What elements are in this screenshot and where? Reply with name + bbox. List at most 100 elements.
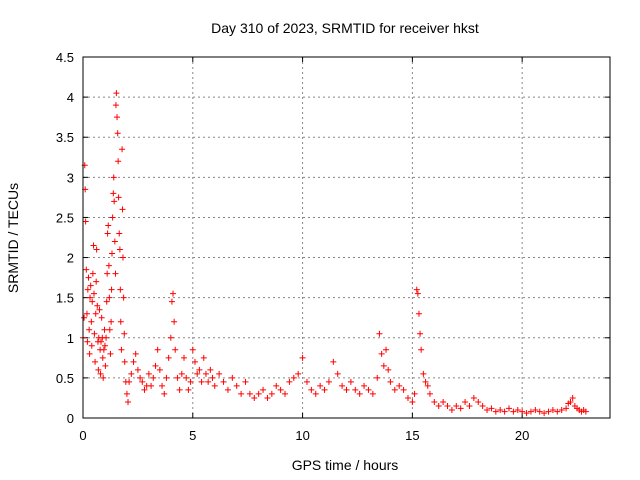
data-point	[117, 286, 124, 293]
data-point	[130, 358, 137, 365]
data-point	[103, 298, 110, 305]
data-point	[88, 318, 95, 325]
data-point	[356, 390, 363, 397]
data-point	[532, 406, 539, 413]
data-point	[440, 398, 447, 405]
data-point	[92, 358, 99, 365]
data-point	[139, 378, 146, 385]
data-point	[187, 378, 194, 385]
data-point	[444, 402, 451, 409]
data-point	[369, 390, 376, 397]
data-point	[510, 408, 517, 415]
data-point	[196, 366, 203, 373]
data-point	[277, 386, 284, 393]
data-point	[88, 342, 95, 349]
data-point	[343, 386, 350, 393]
data-point	[116, 230, 123, 237]
data-point	[171, 318, 178, 325]
data-point	[220, 378, 227, 385]
data-point	[563, 405, 570, 412]
data-point	[114, 130, 121, 137]
data-point	[120, 294, 127, 301]
data-point	[290, 374, 297, 381]
data-point	[200, 354, 207, 361]
data-point	[242, 378, 249, 385]
data-point	[361, 382, 368, 389]
data-point	[505, 405, 512, 412]
data-point	[98, 314, 105, 321]
data-point	[273, 382, 280, 389]
data-point	[91, 330, 98, 337]
data-point	[152, 362, 159, 369]
y-tick-label: 4.5	[56, 50, 74, 65]
data-point	[545, 408, 552, 415]
data-point	[86, 350, 93, 357]
data-point	[282, 390, 289, 397]
data-point	[98, 338, 105, 345]
data-point	[453, 402, 460, 409]
data-point	[110, 174, 117, 181]
data-point	[123, 390, 130, 397]
data-point	[137, 374, 144, 381]
data-point	[95, 366, 102, 373]
data-point	[141, 386, 148, 393]
data-point	[216, 370, 223, 377]
data-point	[295, 370, 302, 377]
data-point	[385, 366, 392, 373]
data-point	[93, 246, 100, 253]
data-point	[411, 390, 418, 397]
data-point	[238, 390, 245, 397]
data-point	[554, 408, 561, 415]
data-point	[558, 406, 565, 413]
data-point	[106, 294, 113, 301]
data-point	[479, 402, 486, 409]
data-point	[87, 294, 94, 301]
data-point	[383, 346, 390, 353]
data-point	[448, 406, 455, 413]
data-point	[132, 350, 139, 357]
data-point	[84, 286, 91, 293]
data-point	[224, 386, 231, 393]
data-point	[488, 405, 495, 412]
data-point	[108, 286, 115, 293]
y-tick-label: 2.5	[56, 210, 74, 225]
data-point	[83, 310, 90, 317]
data-point	[119, 254, 126, 261]
data-point	[470, 394, 477, 401]
data-point	[103, 334, 110, 341]
data-point	[420, 370, 427, 377]
data-point	[119, 146, 126, 153]
data-point	[413, 286, 420, 293]
data-point	[409, 398, 416, 405]
data-point	[391, 386, 398, 393]
data-point	[148, 382, 155, 389]
data-point	[85, 274, 92, 281]
data-point	[569, 394, 576, 401]
data-point	[126, 378, 133, 385]
data-point	[514, 406, 521, 413]
data-point	[264, 394, 271, 401]
data-point	[105, 222, 112, 229]
data-point	[205, 378, 212, 385]
y-tick-label: 0.5	[56, 371, 74, 386]
data-point	[112, 102, 119, 109]
x-axis-label: GPS time / hours	[292, 457, 399, 473]
y-tick-label: 2	[67, 251, 74, 266]
data-point	[414, 290, 421, 297]
data-point	[107, 350, 114, 357]
data-point	[145, 370, 152, 377]
data-point	[303, 378, 310, 385]
data-point	[457, 405, 464, 412]
data-point	[541, 410, 548, 417]
data-point	[106, 326, 113, 333]
data-point	[321, 386, 328, 393]
data-point	[125, 398, 132, 405]
data-point	[404, 394, 411, 401]
data-point	[378, 350, 385, 357]
data-point	[104, 230, 111, 237]
data-point	[159, 382, 166, 389]
data-point	[191, 358, 198, 365]
data-point	[115, 194, 122, 201]
data-point	[174, 374, 181, 381]
data-point	[233, 382, 240, 389]
